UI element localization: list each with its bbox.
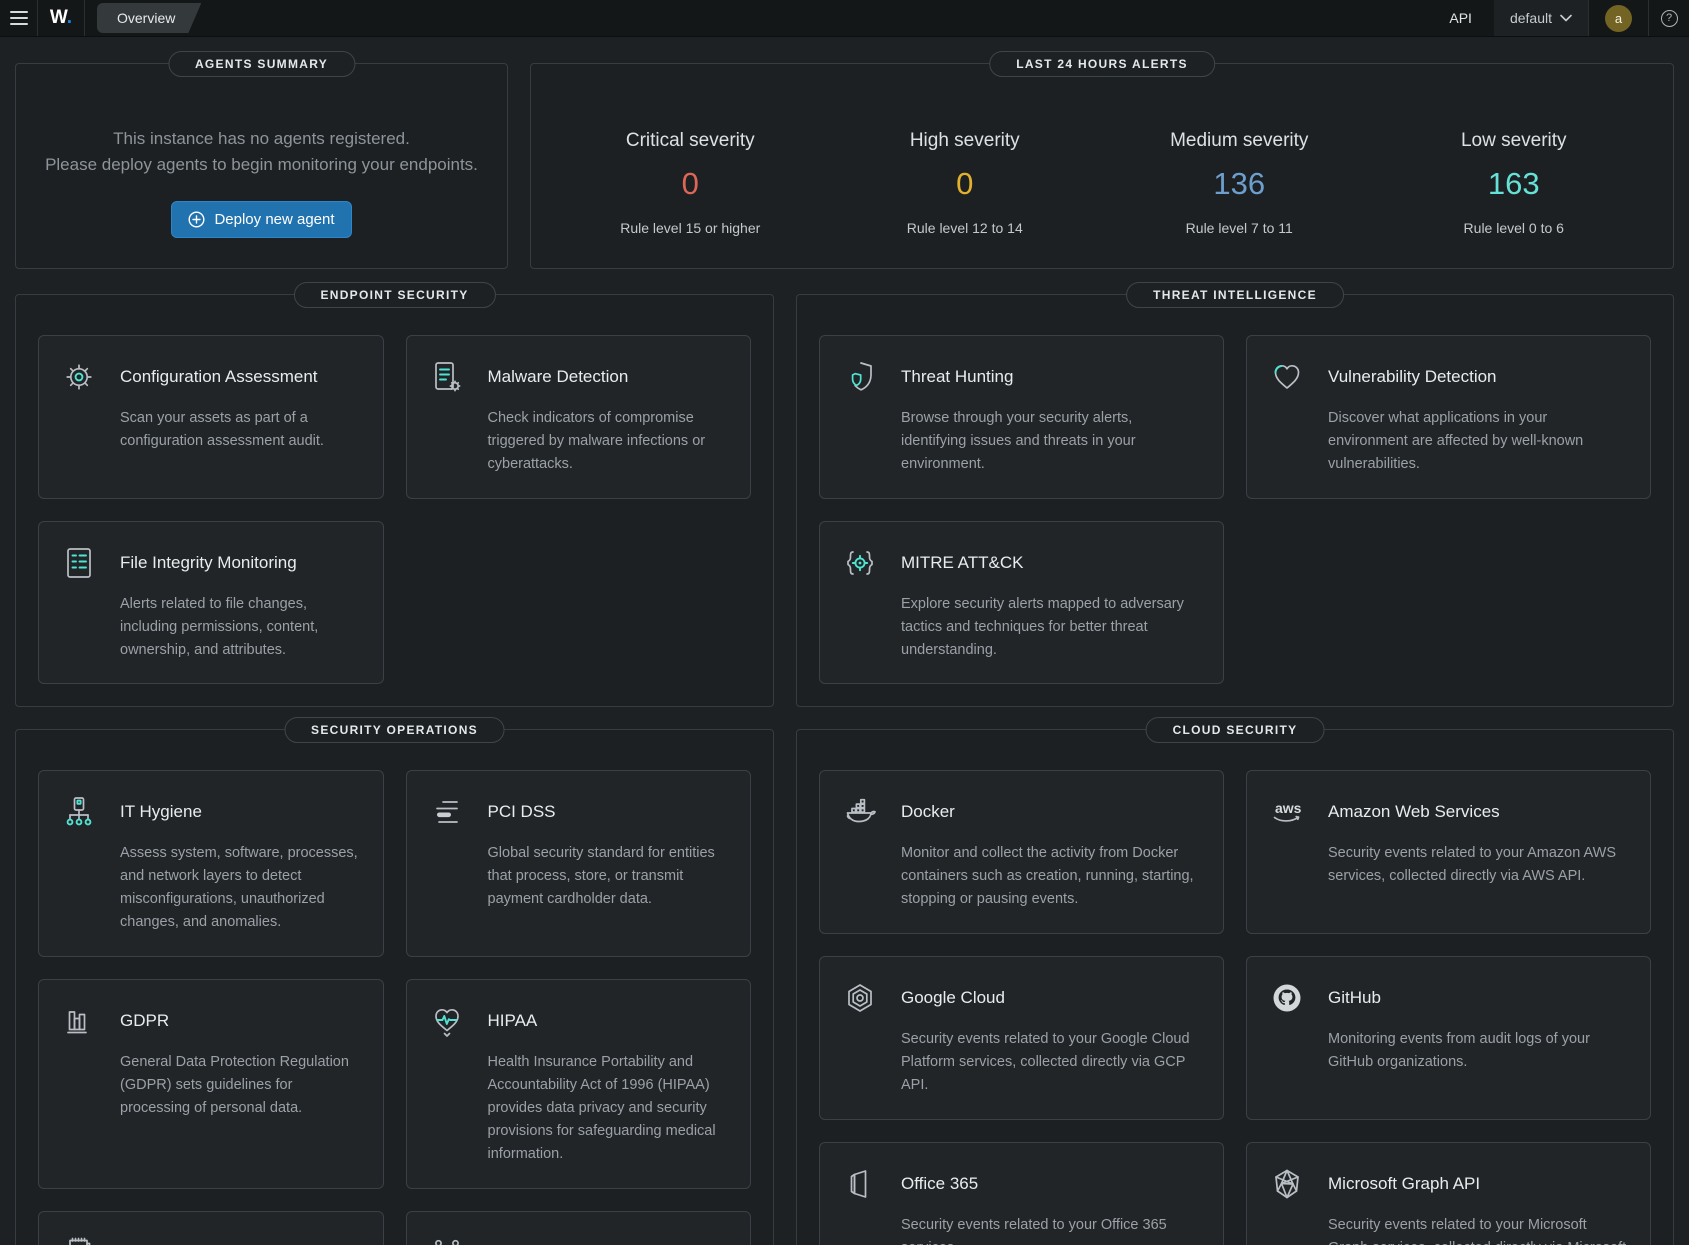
help-icon[interactable]: ? xyxy=(1660,9,1678,27)
high-count[interactable]: 0 xyxy=(956,166,974,201)
braces-crosshair-icon xyxy=(840,542,884,584)
panel-cloud-security: CLOUD SECURITY xyxy=(796,717,1674,1245)
alert-stat-critical: Critical severity 0 Rule level 15 or hig… xyxy=(553,130,828,236)
alert-stat-medium: Medium severity 136 Rule level 7 to 11 xyxy=(1102,130,1377,236)
top-bar: W. Overview API default a ? xyxy=(0,0,1689,37)
card-configuration-assessment[interactable]: Configuration Assessment Scan your asset… xyxy=(38,335,384,499)
card-amazon-web-services[interactable]: aws Amazon Web Services Security events … xyxy=(1246,770,1651,935)
gear-icon xyxy=(59,356,103,398)
divider xyxy=(1588,0,1589,36)
alert-stat-high: High severity 0 Rule level 12 to 14 xyxy=(828,130,1103,236)
user-avatar[interactable]: a xyxy=(1605,4,1632,32)
document-gear-icon xyxy=(427,356,471,398)
chevron-down-icon xyxy=(1560,14,1572,22)
card-threat-hunting[interactable]: Threat Hunting Browse through your secur… xyxy=(819,335,1224,499)
critical-count[interactable]: 0 xyxy=(681,166,699,201)
file-list-icon xyxy=(59,542,103,584)
card-file-integrity-monitoring[interactable]: File Integrity Monitoring Alerts related… xyxy=(38,520,384,685)
bar-chart-icon xyxy=(59,1000,103,1042)
wazuh-logo[interactable]: W. xyxy=(49,7,73,28)
divider xyxy=(84,0,85,36)
divider xyxy=(1648,0,1649,36)
panel-title-alerts: LAST 24 HOURS ALERTS xyxy=(989,51,1215,77)
panel-security-operations: SECURITY OPERATIONS IT Hygiene Assess sy… xyxy=(15,717,774,1245)
api-selector-dropdown[interactable]: default xyxy=(1493,0,1588,36)
card-gdpr[interactable]: GDPR General Data Protection Regulation … xyxy=(38,979,384,1189)
panel-agents-summary: AGENTS SUMMARY This instance has no agen… xyxy=(15,51,508,269)
shield-icon xyxy=(840,356,884,398)
docker-whale-icon xyxy=(840,791,884,833)
heart-pulse-icon xyxy=(427,1000,471,1042)
svg-text:aws: aws xyxy=(1275,800,1302,816)
panel-threat-intelligence: THREAT INTELLIGENCE Threat Hunting Brows… xyxy=(796,282,1674,708)
tab-overview[interactable]: Overview xyxy=(97,3,201,33)
menu-icon[interactable] xyxy=(0,0,37,37)
card-tsc[interactable]: TSC Trust Services Criteria for Security… xyxy=(405,1210,751,1245)
card-mitre-attack[interactable]: MITRE ATT&CK Explore security alerts map… xyxy=(819,520,1224,685)
no-agents-message: This instance has no agents registered. … xyxy=(45,129,478,175)
card-hipaa[interactable]: HIPAA Health Insurance Portability and A… xyxy=(405,979,751,1189)
node-network-icon xyxy=(427,1232,471,1245)
alert-stat-low: Low severity 163 Rule level 0 to 6 xyxy=(1377,130,1652,236)
panel-title-security-operations: SECURITY OPERATIONS xyxy=(284,717,505,744)
lines-icon xyxy=(427,791,471,833)
panel-title-cloud-security: CLOUD SECURITY xyxy=(1145,717,1325,744)
github-octocat-icon xyxy=(1267,977,1311,1019)
panel-title-endpoint-security: ENDPOINT SECURITY xyxy=(293,282,496,308)
notepad-icon xyxy=(59,1232,103,1245)
api-label: API xyxy=(1449,10,1472,26)
card-github[interactable]: GitHub Monitoring events from audit logs… xyxy=(1246,956,1651,1120)
panel-title-agents-summary: AGENTS SUMMARY xyxy=(167,51,356,77)
panel-last-24-hours-alerts: LAST 24 HOURS ALERTS Critical severity 0… xyxy=(530,51,1674,269)
low-count[interactable]: 163 xyxy=(1487,166,1540,201)
office-icon xyxy=(840,1163,884,1205)
medium-count[interactable]: 136 xyxy=(1213,166,1266,201)
network-tree-icon xyxy=(59,791,103,833)
hexagon-icon xyxy=(840,977,884,1019)
card-microsoft-graph-api[interactable]: Microsoft Graph API Security events rela… xyxy=(1246,1141,1651,1245)
card-it-hygiene[interactable]: IT Hygiene Assess system, software, proc… xyxy=(38,770,384,958)
deploy-new-agent-button[interactable]: Deploy new agent xyxy=(171,200,352,238)
card-malware-detection[interactable]: Malware Detection Check indicators of co… xyxy=(405,335,751,499)
divider xyxy=(37,0,38,36)
card-docker[interactable]: Docker Monitor and collect the activity … xyxy=(819,770,1224,935)
panel-endpoint-security: ENDPOINT SECURITY Configuration xyxy=(15,282,774,708)
panel-title-threat-intelligence: THREAT INTELLIGENCE xyxy=(1126,282,1344,308)
aws-logo-icon: aws xyxy=(1267,791,1311,833)
card-pci-dss[interactable]: PCI DSS Global security standard for ent… xyxy=(405,770,751,958)
card-vulnerability-detection[interactable]: Vulnerability Detection Discover what ap… xyxy=(1246,335,1651,499)
heart-icon xyxy=(1267,356,1311,398)
plus-circle-icon xyxy=(188,211,205,228)
card-office-365[interactable]: Office 365 Security events related to yo… xyxy=(819,1141,1224,1245)
card-google-cloud[interactable]: Google Cloud Security events related to … xyxy=(819,956,1224,1120)
card-nist-800-53[interactable]: NIST 800-53 National Institute of Standa… xyxy=(38,1210,384,1245)
polyhedron-icon xyxy=(1267,1163,1311,1205)
